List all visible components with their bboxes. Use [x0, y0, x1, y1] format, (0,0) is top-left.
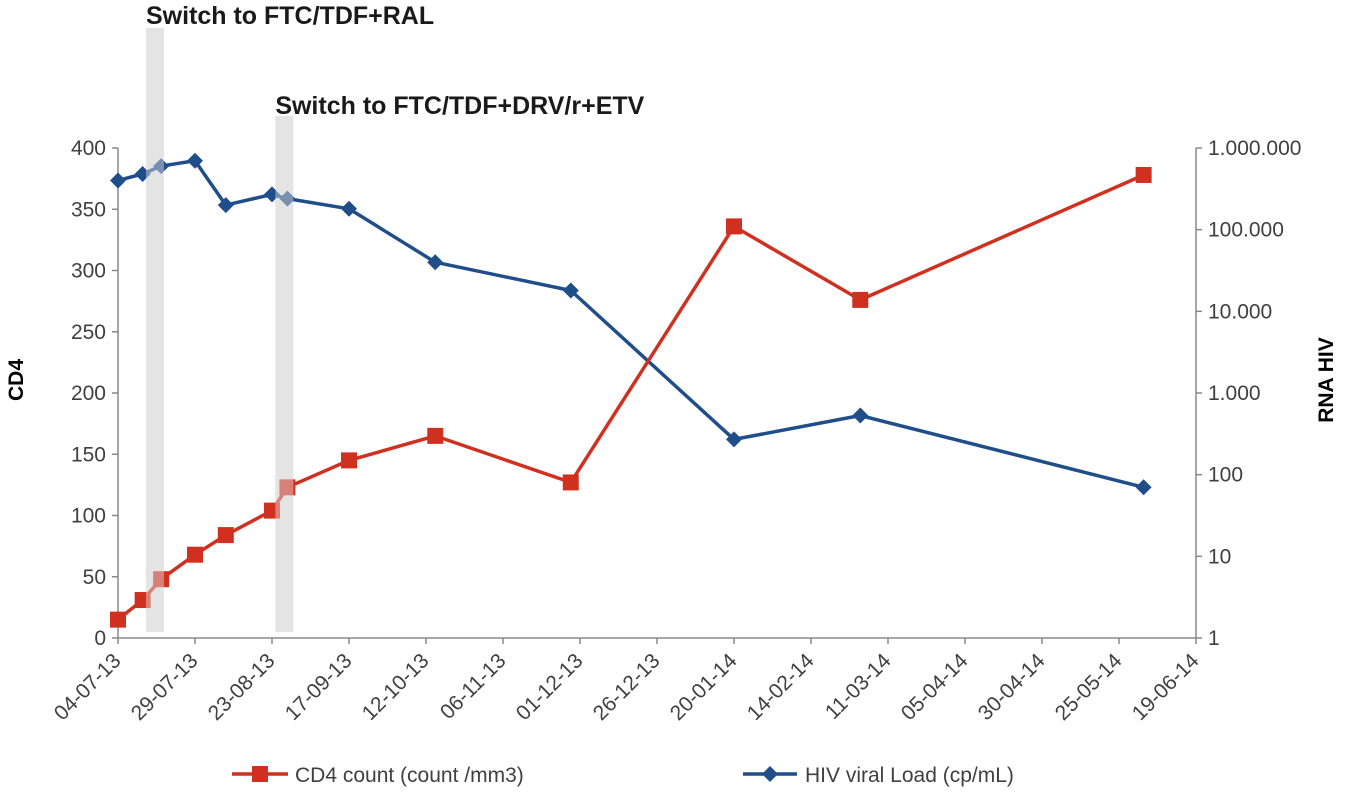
data-point: [1135, 166, 1152, 183]
x-tick-label: 17-09-13: [281, 649, 357, 725]
left-tick-label: 200: [71, 382, 106, 405]
right-tick-label: 1.000.000: [1208, 137, 1301, 160]
x-tick-label: 20-01-14: [666, 649, 742, 725]
right-tick-label: 1.000: [1208, 382, 1261, 405]
x-tick-label: 30-04-14: [974, 649, 1050, 725]
data-point: [110, 172, 126, 189]
left-tick-label: 50: [83, 566, 106, 589]
data-point: [852, 291, 869, 308]
data-point: [726, 218, 742, 235]
x-tick-label: 29-07-13: [127, 649, 203, 725]
legend-marker-diamond: [762, 766, 778, 782]
annotation-switch-1: Switch to FTC/TDF+RAL: [146, 2, 434, 30]
annotation-switch-2: Switch to FTC/TDF+DRV/r+ETV: [275, 92, 644, 120]
data-point: [341, 452, 357, 469]
data-point: [217, 527, 234, 544]
x-tick-label: 14-02-14: [743, 649, 819, 725]
legend-marker-square: [252, 766, 268, 782]
right-tick-label: 1: [1208, 627, 1220, 650]
data-point: [187, 152, 203, 169]
data-point: [341, 200, 357, 217]
right-tick-label: 10.000: [1208, 300, 1272, 323]
data-point: [110, 611, 126, 628]
x-tick-label: 01-12-13: [512, 649, 588, 725]
data-point: [852, 407, 869, 424]
data-point: [264, 186, 280, 203]
right-tick-label: 100.000: [1208, 219, 1284, 242]
left-tick-label: 150: [71, 443, 106, 466]
right-axis-ticks: 1 10 100 1.000 10.000 100.000 1.000.000: [1196, 137, 1301, 650]
right-tick-label: 10: [1208, 545, 1231, 568]
switch-band-overlay-1: [145, 28, 164, 632]
data-point: [562, 474, 579, 491]
data-point: [153, 158, 170, 175]
x-tick-label: 25-05-14: [1051, 649, 1127, 725]
series-layer: [110, 28, 1152, 632]
legend-item-cd4: CD4 count (count /mm3): [232, 764, 524, 787]
switch-bands: [145, 28, 294, 632]
data-point: [217, 197, 234, 214]
left-tick-label: 300: [71, 260, 106, 283]
data-point: [1135, 479, 1152, 496]
x-tick-label: 19-06-14: [1128, 649, 1204, 725]
x-tick-label: 06-11-13: [436, 649, 511, 724]
x-tick-label: 26-12-13: [589, 649, 665, 725]
series-line: [117, 158, 1145, 489]
series-viral-load: [110, 152, 1152, 496]
right-tick-label: 100: [1208, 464, 1243, 487]
left-tick-label: 100: [71, 505, 106, 528]
x-tick-label: 12-10-13: [358, 649, 434, 725]
data-point: [187, 546, 203, 563]
switch-band-1: [145, 28, 164, 632]
data-point: [264, 502, 280, 519]
right-axis-title: RNA HIV: [1315, 337, 1338, 423]
legend-item-viral-load: HIV viral Load (cp/mL): [743, 764, 1014, 787]
left-tick-label: 0: [94, 627, 106, 650]
data-point: [427, 254, 444, 271]
x-tick-label: 11-03-14: [821, 649, 896, 724]
x-axis-ticks: 04-07-13 29-07-13 23-08-13 17-09-13 12-10-13…: [50, 638, 1204, 725]
legend: CD4 count (count /mm3) HIV viral Load (c…: [232, 764, 1014, 787]
legend-label-viral-load: HIV viral Load (cp/mL): [805, 764, 1014, 787]
x-tick-label: 23-08-13: [204, 649, 280, 725]
left-tick-label: 350: [71, 198, 106, 221]
data-point: [562, 282, 579, 299]
left-tick-label: 400: [71, 137, 106, 160]
switch-band-overlay-2: [275, 116, 294, 632]
data-point: [279, 190, 296, 207]
data-point: [134, 592, 151, 609]
legend-label-cd4: CD4 count (count /mm3): [295, 764, 524, 787]
x-tick-label: 04-07-13: [50, 649, 126, 725]
left-tick-label: 250: [71, 321, 106, 344]
data-point: [134, 166, 151, 182]
data-point: [279, 479, 296, 496]
left-axis-ticks: 0 50 100 150 200 250 300 350 400: [71, 137, 118, 650]
x-tick-label: 05-04-14: [897, 649, 973, 725]
left-axis-title: CD4: [5, 359, 28, 401]
series-cd4: [110, 166, 1152, 628]
data-point: [427, 427, 444, 444]
series-line: [116, 173, 1145, 621]
data-point: [726, 431, 742, 448]
annotations: Switch to FTC/TDF+RAL Switch to FTC/TDF+D…: [146, 2, 645, 120]
data-point: [153, 571, 170, 588]
